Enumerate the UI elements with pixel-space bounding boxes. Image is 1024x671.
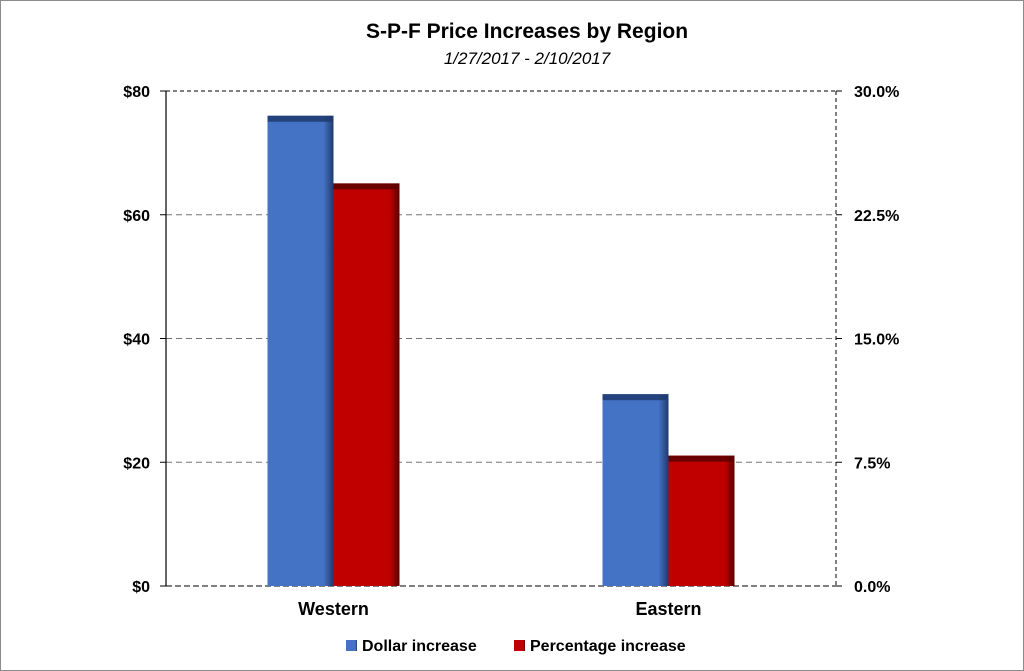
y-right-tick-label: 15.0% xyxy=(854,332,899,349)
y-right-tick-label: 22.5% xyxy=(854,208,899,225)
bar-top-bevel xyxy=(333,183,400,190)
bar-percentage-western xyxy=(333,183,400,586)
bars xyxy=(267,115,735,586)
legend-swatch-percentage xyxy=(514,640,525,651)
x-category-label: Western xyxy=(298,599,369,619)
chart-subtitle: 1/27/2017 - 2/10/2017 xyxy=(444,49,611,68)
legend-label-dollar: Dollar increase xyxy=(362,638,477,655)
legend: Dollar increase Percentage increase xyxy=(346,638,686,655)
y-right-tick-label: 7.5% xyxy=(854,455,890,472)
y-left-tick-label: $60 xyxy=(123,208,150,225)
bar-top-bevel xyxy=(602,394,669,401)
bar-top-bevel xyxy=(668,455,735,462)
bar-dollar-western xyxy=(267,115,334,586)
bar-percentage-eastern xyxy=(668,455,735,586)
y-left-tick-label: $40 xyxy=(123,332,150,349)
y-right-tick-label: 0.0% xyxy=(854,579,890,596)
y-left-tick-label: $20 xyxy=(123,455,150,472)
y-right-tick-label: 30.0% xyxy=(854,84,899,101)
gridlines xyxy=(166,90,836,463)
bar-dollar-eastern xyxy=(602,394,669,586)
legend-label-percentage: Percentage increase xyxy=(530,638,686,655)
y-left-tick-label: $0 xyxy=(132,579,150,596)
bar-top-bevel xyxy=(267,115,334,122)
x-category-label: Eastern xyxy=(635,599,701,619)
y-left-tick-label: $80 xyxy=(123,84,150,101)
chart-title: S-P-F Price Increases by Region xyxy=(366,20,688,43)
legend-swatch-dollar xyxy=(346,640,357,651)
axis-labels: $0 $20 $40 $60 $80 0.0% 7.5% 15.0% 22.5% 30.0% Wes… xyxy=(123,84,899,619)
